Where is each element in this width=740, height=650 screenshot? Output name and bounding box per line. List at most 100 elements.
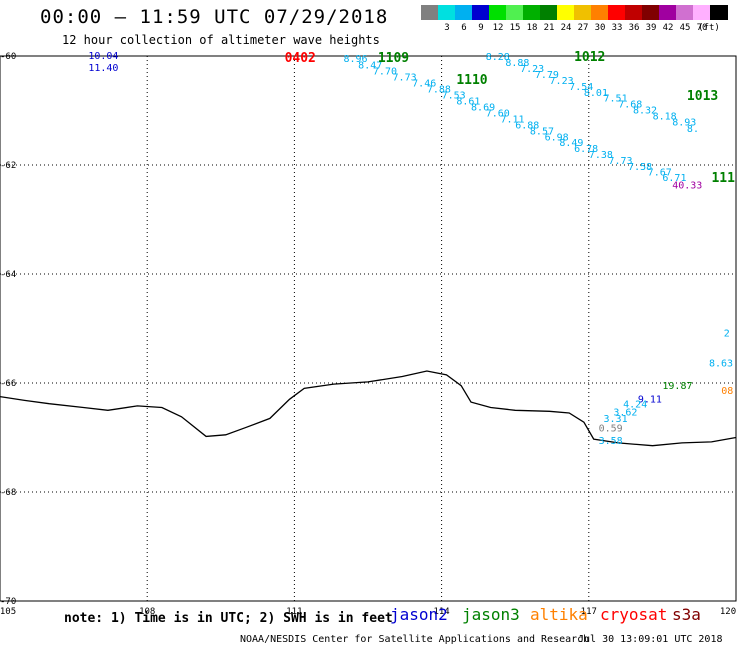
swh-value: 6.71 [662, 173, 686, 184]
swh-value: 40.33 [672, 181, 702, 192]
satellite-jason2: jason2 [390, 605, 448, 624]
legend-swatch [676, 5, 694, 20]
credit-line: NOAA/NESDIS Center for Satellite Applica… [240, 634, 590, 645]
swh-value: 8.28 [486, 52, 510, 63]
legend-swatch [506, 5, 524, 20]
legend-label: 18 [526, 23, 538, 33]
swh-value: 3.58 [599, 436, 623, 447]
satellite-altika: altika [530, 605, 588, 624]
plot-frame [0, 55, 737, 602]
swh-value: 7.70 [373, 67, 397, 78]
axis-labels: 105 108 111 114 117 120 -60 -62 -64 -66 -68 -70 [0, 52, 736, 617]
legend-swatch [438, 5, 456, 20]
swh-value: 8.57 [530, 127, 554, 138]
legend-label: 39 [645, 23, 657, 33]
swh-value: 4.24 [623, 400, 647, 411]
swh-value: 7.79 [535, 70, 559, 81]
legend-swatch [710, 5, 728, 20]
pass-number: 1109 [378, 51, 409, 66]
swh-value: 7.23 [520, 64, 544, 75]
legend-swatch [455, 5, 473, 20]
lat-tick-label: -64 [0, 270, 16, 280]
swh-value: 3.62 [613, 407, 637, 418]
swh-value: 7.68 [618, 99, 642, 110]
swh-value: 8.32 [633, 105, 657, 116]
legend-label: 30 [594, 23, 606, 33]
swh-value: 2 [724, 328, 730, 339]
pass-number: 1110 [456, 73, 487, 88]
legend-label: 36 [628, 23, 640, 33]
lon-tick-label: 117 [581, 607, 597, 617]
lon-tick-label: 108 [139, 607, 155, 617]
swh-value: 8.47 [358, 61, 382, 72]
swh-value: 8.18 [653, 111, 677, 122]
legend-label: 3 [444, 23, 450, 33]
swh-value: 6.98 [545, 133, 569, 144]
lat-tick-label: -62 [0, 161, 16, 171]
legend-swatch [523, 5, 541, 20]
generated-time: Jul 30 13:09:01 UTC 2018 [578, 634, 723, 645]
swh-value: 9.11 [638, 394, 662, 405]
map-subtitle: 12 hour collection of altimeter wave hei… [62, 33, 380, 47]
map-title: 00:00 – 11:59 UTC 07/29/2018 [40, 6, 389, 28]
swh-value: 8.61 [456, 97, 480, 108]
legend-swatch [421, 5, 439, 20]
swh-value: 8.96 [343, 54, 367, 65]
legend-swatch [591, 5, 609, 20]
legend-label: 42 [662, 23, 674, 33]
pass-number: 111 [711, 171, 735, 186]
legend-swatch [472, 5, 490, 20]
legend-label: 12 [492, 23, 504, 33]
swh-value: 8.49 [559, 138, 583, 149]
satellite-s3a: s3a [672, 605, 701, 624]
legend-swatch [489, 5, 507, 20]
legend-swatch [608, 5, 626, 20]
swh-value: 7.54 [569, 82, 593, 93]
satellite-cryosat: cryosat [600, 605, 668, 624]
pass-labels: 0402 1109 1110 1012 1013 111 [285, 50, 736, 186]
swh-value: 7.46 [412, 79, 436, 90]
swh-value: 6.88 [515, 121, 539, 132]
pass-number: 1012 [574, 50, 605, 65]
swh-value: 0.59 [599, 424, 623, 435]
lon-tick-label: 111 [286, 607, 302, 617]
lon-tick-label: 105 [0, 607, 16, 617]
pass-number: 1013 [687, 89, 718, 104]
satellite-jason3: jason3 [462, 605, 520, 624]
legend-swatch [625, 5, 643, 20]
swh-value: 7.11 [500, 115, 524, 126]
swh-value: 8.69 [471, 103, 495, 114]
legend-label: 15 [509, 23, 521, 33]
swh-value: 8.88 [505, 58, 529, 69]
swh-value: 7.88 [427, 85, 451, 96]
legend-label: 27 [577, 23, 589, 33]
legend-swatch [540, 5, 558, 20]
lon-tick-label: 114 [433, 607, 449, 617]
swh-value: 7.53 [442, 91, 466, 102]
lat-tick-label: -60 [0, 52, 16, 62]
legend-label: 33 [611, 23, 623, 33]
swh-value: 3.31 [604, 414, 628, 425]
legend-swatch [574, 5, 592, 20]
legend-label: 6 [461, 23, 467, 33]
swh-value: 11.40 [88, 63, 118, 74]
swh-value: 7.60 [486, 109, 510, 120]
swh-value: 19.87 [662, 381, 692, 392]
legend-swatch [642, 5, 660, 20]
swh-values: 10.0411.408.968.477.707.737.467.887.538.… [88, 51, 733, 447]
swh-value: 6.78 [574, 144, 598, 155]
swh-value: 08 [721, 386, 733, 397]
legend-swatch [659, 5, 677, 20]
swh-value: 7.51 [604, 93, 628, 104]
lat-tick-label: -66 [0, 379, 16, 389]
legend-swatch [557, 5, 575, 20]
swh-value: 7.67 [648, 168, 672, 179]
swh-value: 7.58 [628, 162, 652, 173]
legend-unit: (ft) [698, 23, 720, 33]
legend-label: 45 [679, 23, 691, 33]
swh-value: 7.73 [393, 73, 417, 84]
swh-value: 8. [687, 124, 699, 135]
lat-tick-label: -68 [0, 488, 16, 498]
lat-tick-label: -70 [0, 597, 16, 607]
swh-value: 7.38 [589, 150, 613, 161]
